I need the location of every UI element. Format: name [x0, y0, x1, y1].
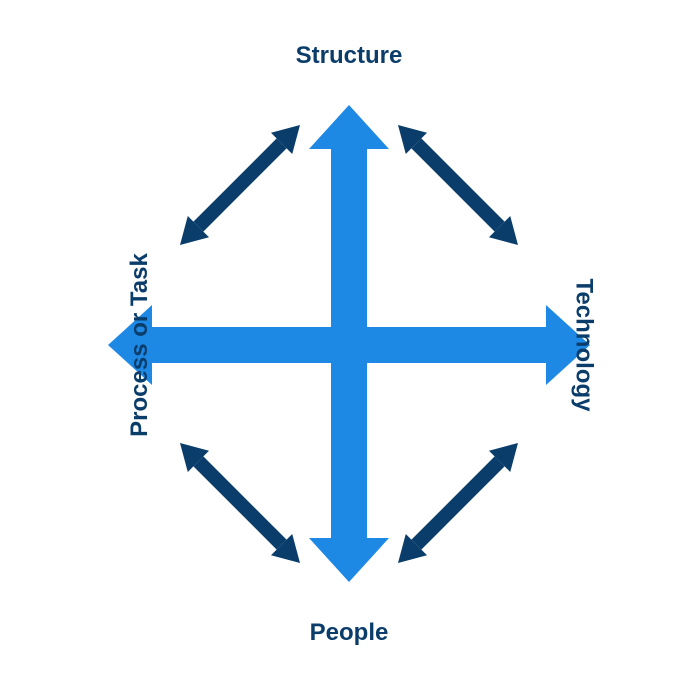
- cross-arrows: [108, 105, 590, 582]
- diagonal-arrow-bottom-right: [416, 461, 499, 544]
- diagonal-arrow-top-left: [198, 143, 281, 226]
- label-process: Process or Task: [126, 253, 154, 437]
- diagonal-arrow-bottom-left: [198, 461, 281, 544]
- label-structure: Structure: [296, 42, 403, 70]
- label-people: People: [310, 619, 389, 647]
- diagonal-arrow-top-right: [416, 143, 499, 226]
- label-technology: Technology: [570, 278, 598, 411]
